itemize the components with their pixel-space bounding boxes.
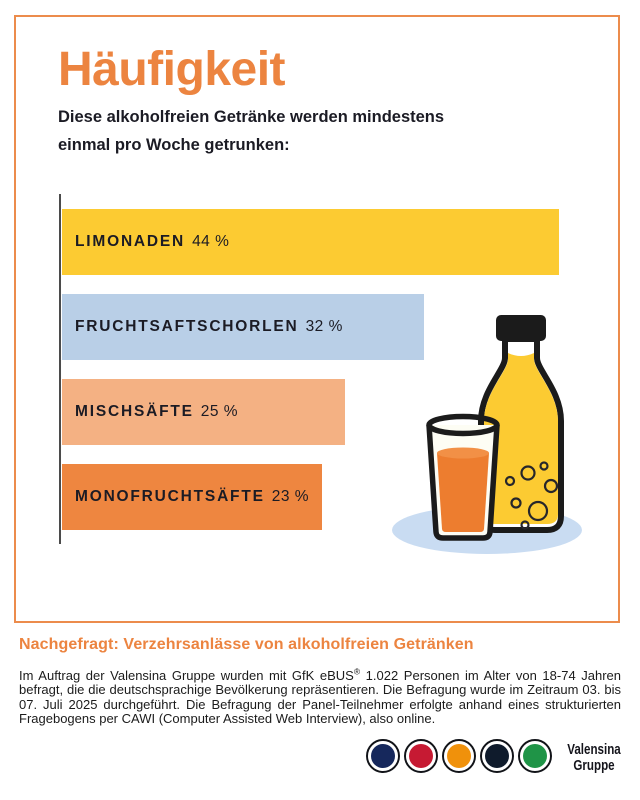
juice-illustration [392, 315, 582, 554]
logo-wordmark-line2: Gruppe [573, 757, 615, 774]
bar-mischsaefte: MISCHSÄFTE 25 % [62, 379, 345, 445]
logo-circle-red [404, 739, 438, 773]
bar-value: 25 % [200, 403, 239, 420]
logo-wordmark: Valensina Gruppe [561, 742, 627, 774]
bar-value: 23 % [271, 488, 310, 505]
bar-value: 32 % [305, 318, 343, 335]
juice-glass-icon [426, 413, 500, 541]
survey-text-part1: Im Auftrag der Valensina Gruppe wurden m… [19, 668, 354, 683]
bar-label: MISCHSÄFTE [75, 403, 194, 420]
bar-label: FRUCHTSAFTSCHORLEN [75, 318, 299, 335]
bottle-cap [496, 315, 546, 341]
registered-trademark-symbol: ® [353, 666, 361, 677]
logo-circle-green [518, 739, 552, 773]
logo-disc [485, 744, 509, 768]
footer-heading: Nachgefragt: Verzehrsanlässe von alkohol… [19, 636, 474, 653]
logo-disc [409, 744, 433, 768]
bar-fruchtsaftschorlen: FRUCHTSAFTSCHORLEN 32 % [62, 294, 424, 360]
chart-subtitle-line2: einmal pro Woche getrunken: [58, 136, 290, 154]
bar-limonaden: LIMONADEN 44 % [62, 209, 559, 275]
bar-chart: LIMONADEN 44 % FRUCHTSAFTSCHORLEN 32 % M… [0, 194, 640, 546]
bar-value: 44 % [192, 233, 230, 250]
logo-disc [523, 744, 547, 768]
juice-bottle-icon [478, 315, 564, 533]
logo-disc [447, 744, 471, 768]
logo-wordmark-line1: Valensina [567, 742, 621, 758]
survey-text-part2: 1.022 Personen im Alter von 18-74 Jahren… [19, 668, 621, 726]
valensina-gruppe-logo-circles [366, 739, 552, 773]
page-title: Häufigkeit [58, 43, 286, 96]
survey-description: Im Auftrag der Valensina Gruppe wurden m… [19, 666, 621, 726]
logo-circle-orange [442, 739, 476, 773]
bar-monofruchtsaefte: MONOFRUCHTSÄFTE 23 % [62, 464, 322, 530]
logo-circle-black [480, 739, 514, 773]
logo-disc [371, 744, 395, 768]
bar-label: LIMONADEN [75, 233, 186, 250]
logo-circle-navy [366, 739, 400, 773]
chart-subtitle: Diese alkoholfreien Getränke werden mind… [58, 103, 444, 159]
bar-label: MONOFRUCHTSÄFTE [75, 488, 265, 505]
chart-axis-line [59, 194, 61, 544]
bottle-bubbles [504, 461, 559, 530]
chart-subtitle-line1: Diese alkoholfreien Getränke werden mind… [58, 108, 445, 126]
